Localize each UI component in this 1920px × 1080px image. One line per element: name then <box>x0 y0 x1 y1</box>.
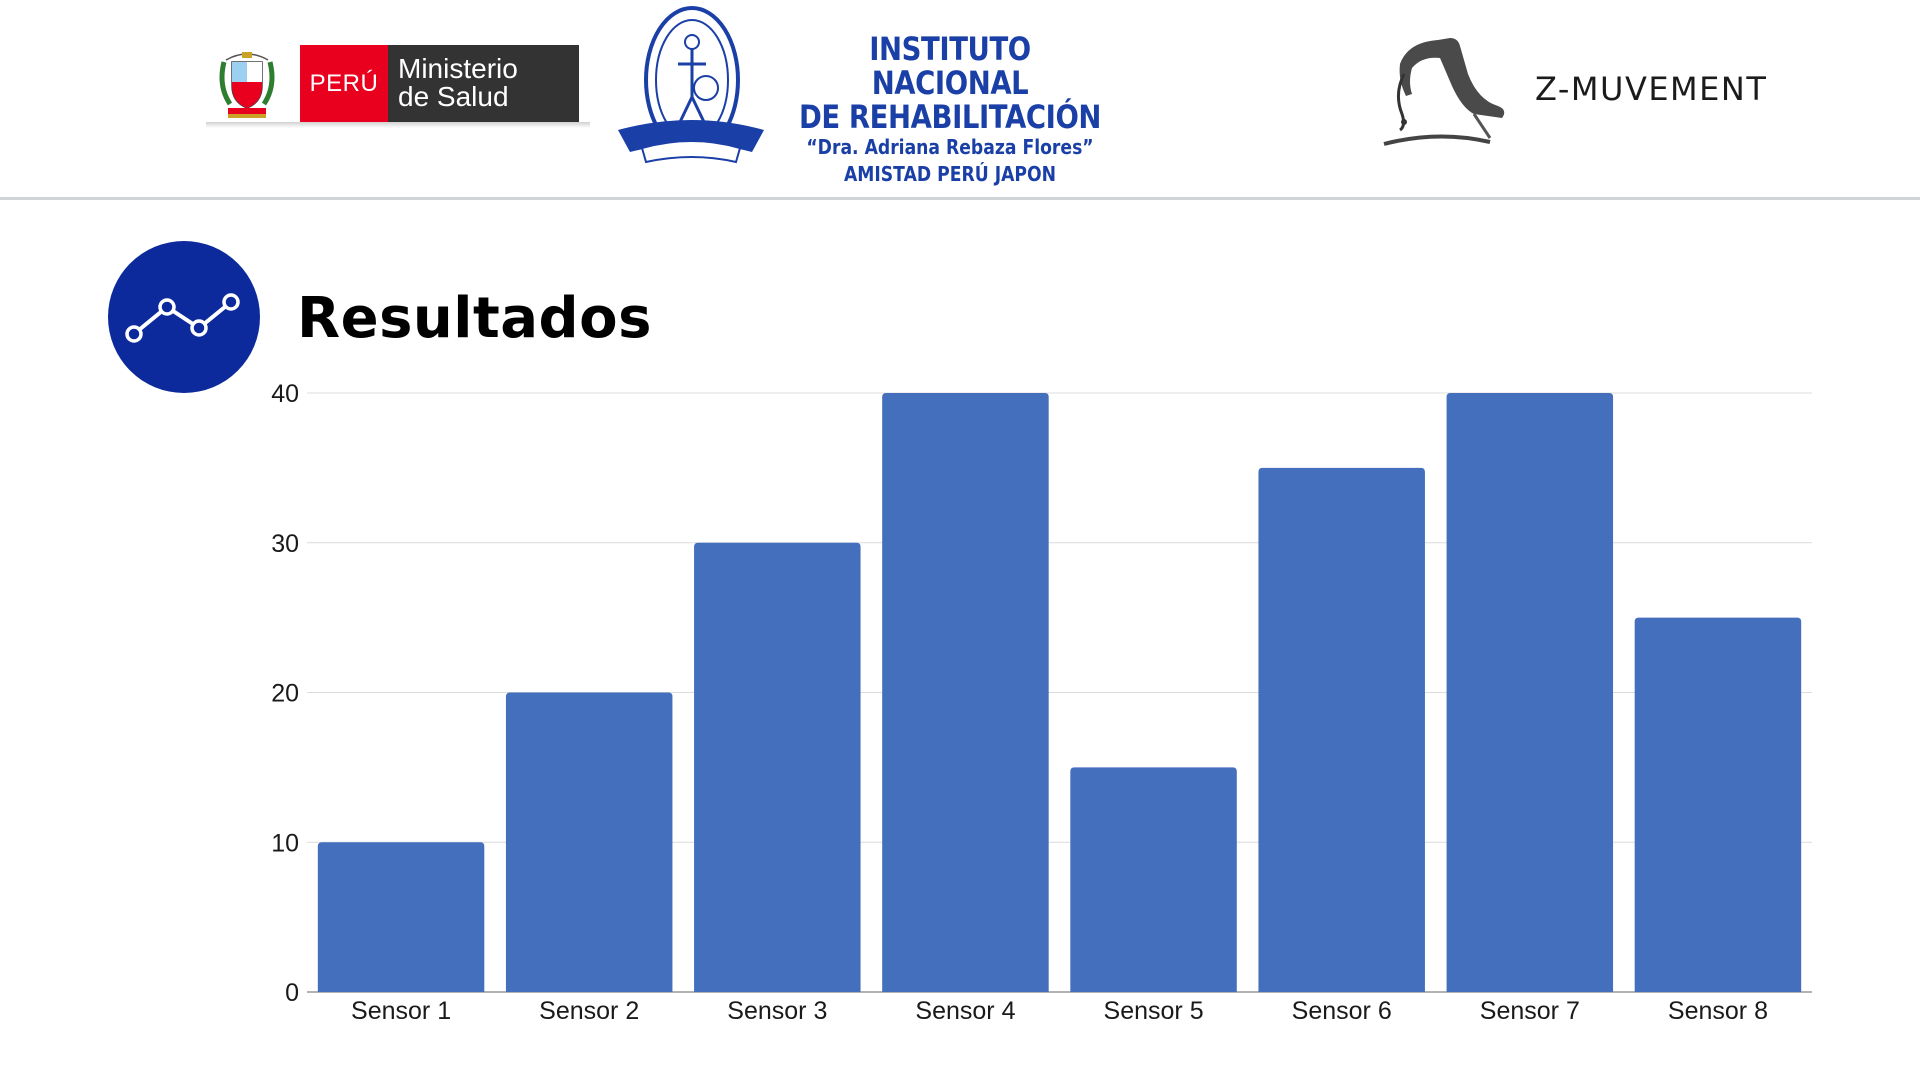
x-tick-label: Sensor 4 <box>915 997 1015 1025</box>
inr-name-line-3: “Dra. Adriana Rebaza Flores” <box>806 135 1094 159</box>
x-tick-label: Sensor 2 <box>539 997 639 1025</box>
minsa-logo: PERÚ Ministerio de Salud <box>200 42 590 128</box>
inr-seal-icon <box>618 6 764 164</box>
inr-name-line-2: DE REHABILITACIÓN <box>798 98 1102 136</box>
inr-name-line-1: INSTITUTO NACIONAL <box>869 30 1031 102</box>
minsa-logo-shadow <box>206 122 590 128</box>
bar-2 <box>505 692 673 992</box>
y-tick-label: 0 <box>285 979 299 1007</box>
x-tick-label: Sensor 8 <box>1668 997 1768 1025</box>
chart-labels: 0 10 20 30 40 Sensor 1 Sensor 2 Sensor 3 Sensor … <box>271 380 1768 1025</box>
peru-coat-of-arms-icon <box>219 52 275 118</box>
bar-4 <box>882 393 1049 992</box>
y-tick-label: 20 <box>271 680 299 708</box>
x-tick-label: Sensor 6 <box>1292 997 1392 1025</box>
chart-bars <box>317 393 1802 992</box>
bar-6 <box>1258 467 1425 992</box>
bar-3 <box>694 542 861 992</box>
inr-name-line-4: AMISTAD PERÚ JAPON <box>843 162 1057 186</box>
line-chart-icon <box>125 293 240 343</box>
minsa-name-line-1: Ministerio <box>398 53 518 84</box>
y-tick-label: 10 <box>271 829 299 857</box>
x-tick-label: Sensor 3 <box>727 997 827 1025</box>
bar-7 <box>1446 393 1614 992</box>
bar-8 <box>1634 617 1802 992</box>
exoskeleton-leg-icon <box>1383 38 1505 146</box>
inr-logo-text: INSTITUTO NACIONAL DE REHABILITACIÓN “Dr… <box>770 32 1130 188</box>
header: PERÚ Ministerio de Salud INSTITUTO NACIO… <box>0 0 1920 200</box>
x-tick-label: Sensor 7 <box>1480 997 1580 1025</box>
section-title: Resultados <box>297 286 652 351</box>
brand-name: Z-MUVEMENT <box>1535 70 1768 108</box>
bar-5 <box>1070 767 1237 992</box>
x-tick-label: Sensor 5 <box>1104 997 1204 1025</box>
section-badge <box>108 241 260 393</box>
bar-1 <box>317 842 485 992</box>
y-tick-label: 40 <box>271 380 299 408</box>
minsa-name-line-2: de Salud <box>398 81 509 112</box>
minsa-name: Ministerio de Salud <box>388 45 579 122</box>
x-tick-label: Sensor 1 <box>351 997 451 1025</box>
y-tick-label: 30 <box>271 530 299 558</box>
minsa-country-label: PERÚ <box>300 45 388 122</box>
header-divider <box>0 197 1920 200</box>
